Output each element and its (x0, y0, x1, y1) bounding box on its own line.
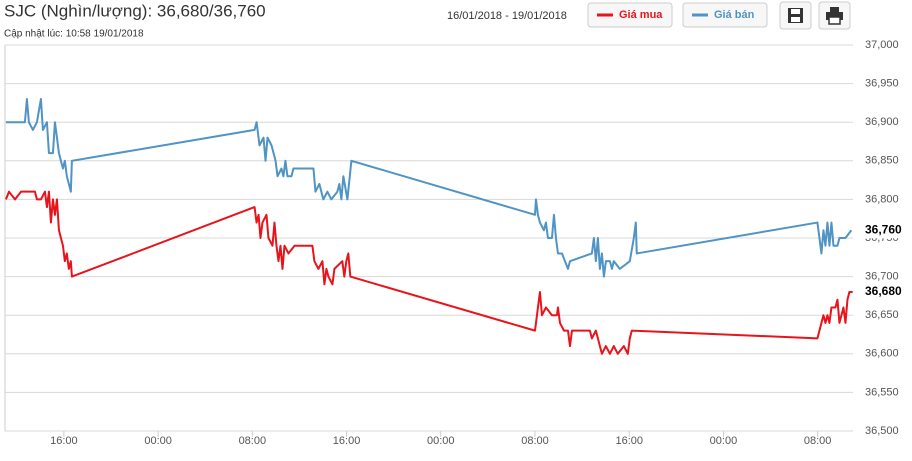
y-tick-label: 36,550 (865, 386, 899, 398)
x-tick-label: 00:00 (144, 435, 172, 447)
legend-button-bg (682, 2, 768, 28)
x-tick-label: 08:00 (804, 435, 832, 447)
current-value-flag (856, 284, 910, 301)
legend-label: Giá mua (619, 9, 663, 21)
print-button[interactable] (818, 1, 851, 30)
legend-button[interactable]: Giá mua (587, 2, 673, 28)
chart-title: SJC (Nghìn/lượng): 36,680/36,760 (4, 1, 266, 20)
current-value-label: 36,760 (865, 222, 902, 236)
series-line (5, 190, 853, 355)
date-range: 16/01/2018 - 19/01/2018 (447, 10, 567, 22)
current-value-label: 36,680 (865, 284, 902, 298)
x-tick-label: 08:00 (521, 435, 549, 447)
y-tick-label: 36,950 (865, 78, 899, 90)
chart-subtitle: Cập nhật lúc: 10:58 19/01/2018 (4, 29, 144, 40)
save-button[interactable] (779, 1, 812, 30)
legend-button-bg (587, 2, 673, 28)
series-line (5, 98, 853, 278)
y-tick-label: 36,700 (865, 271, 899, 283)
y-tick-label: 36,850 (865, 155, 899, 167)
y-tick-label: 36,900 (865, 116, 899, 128)
x-tick-label: 00:00 (710, 435, 738, 447)
y-tick-label: 36,650 (865, 309, 899, 321)
legend-label: Giá bán (714, 9, 755, 21)
y-tick-label: 36,600 (865, 348, 899, 360)
x-tick-label: 00:00 (427, 435, 455, 447)
x-tick-label: 16:00 (615, 435, 643, 447)
y-tick-label: 36,800 (865, 193, 899, 205)
y-tick-label: 36,500 (865, 425, 899, 437)
legend-button[interactable]: Giá bán (682, 2, 768, 28)
y-tick-label: 37,000 (865, 39, 899, 51)
current-value-flag (856, 222, 910, 239)
x-tick-label: 08:00 (239, 435, 267, 447)
x-tick-label: 16:00 (333, 435, 361, 447)
x-tick-label: 16:00 (50, 435, 78, 447)
